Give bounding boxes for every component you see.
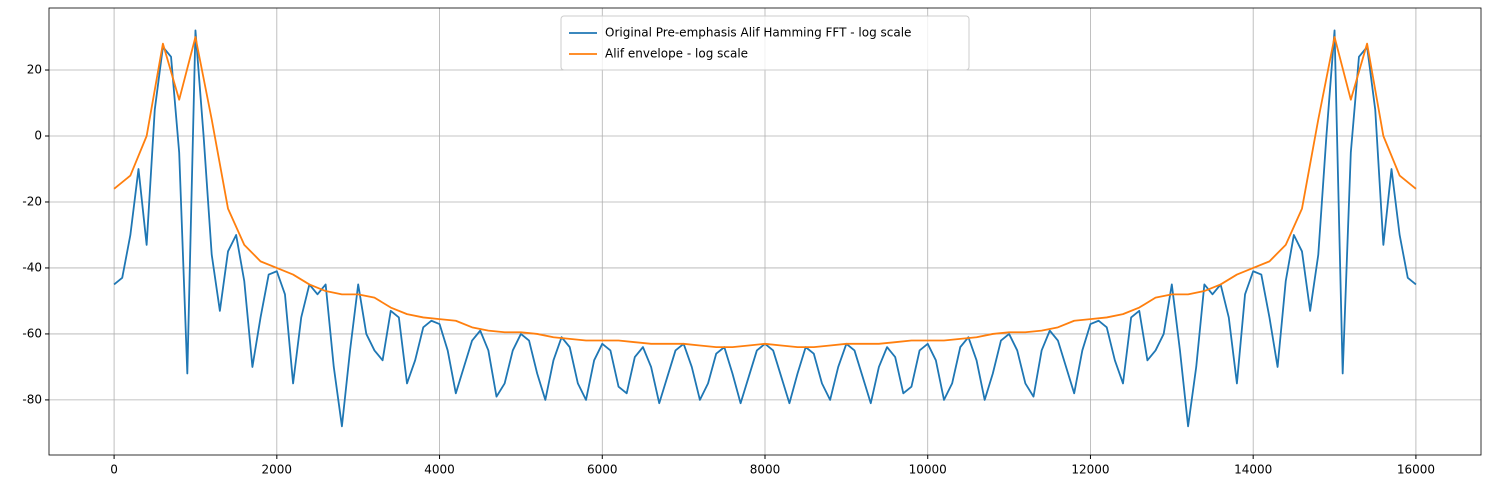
- x-tick-label: 0: [110, 463, 118, 477]
- x-tick-label: 14000: [1234, 463, 1272, 477]
- y-tick-label: -60: [22, 326, 42, 340]
- y-tick-label: -80: [22, 392, 42, 406]
- plot-frame: [48, 7, 1482, 456]
- y-tick-label: 20: [27, 63, 42, 77]
- x-tick-label: 8000: [750, 463, 781, 477]
- legend-label: Original Pre-emphasis Alif Hamming FFT -…: [605, 26, 911, 40]
- x-tick-label: 12000: [1071, 463, 1109, 477]
- legend-label: Alif envelope - log scale: [605, 47, 748, 61]
- x-tick-label: 2000: [262, 463, 293, 477]
- data-line: [113, 36, 1417, 349]
- y-tick-label: -40: [22, 260, 42, 274]
- y-tick-label: -20: [22, 194, 42, 208]
- x-tick-label: 4000: [424, 463, 455, 477]
- x-tick-label: 16000: [1397, 463, 1435, 477]
- x-tick-label: 10000: [909, 463, 947, 477]
- legend-box: [560, 15, 970, 71]
- legend: Original Pre-emphasis Alif Hamming FFT -…: [560, 15, 970, 71]
- y-tick-label: 0: [34, 128, 42, 142]
- x-tick-label: 6000: [587, 463, 618, 477]
